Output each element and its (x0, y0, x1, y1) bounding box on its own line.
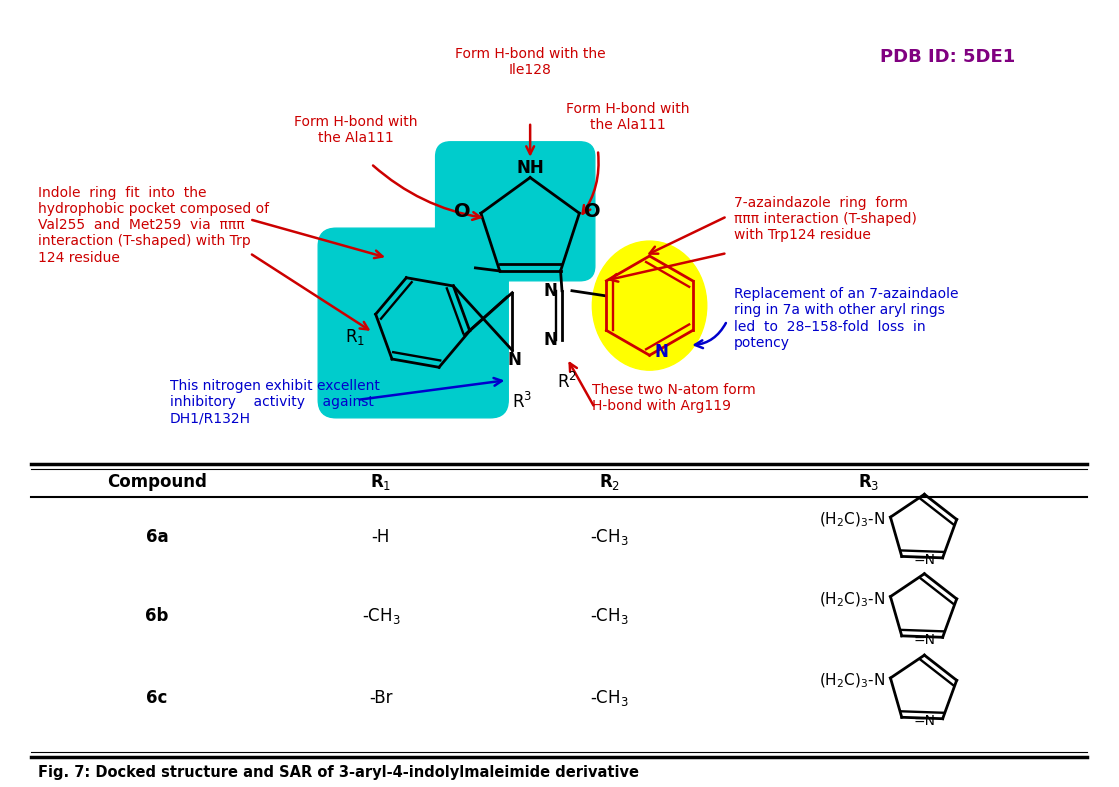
Text: =N: =N (914, 553, 935, 567)
Text: 6c: 6c (147, 689, 168, 707)
Text: N: N (655, 343, 668, 361)
Text: (H$_2$C)$_3$-N: (H$_2$C)$_3$-N (819, 672, 885, 690)
Text: R$^2$: R$^2$ (557, 372, 577, 392)
Text: 7-azaindazole  ring  form
πππ interaction (T-shaped)
with Trp124 residue: 7-azaindazole ring form πππ interaction … (734, 196, 916, 242)
Text: Compound: Compound (107, 473, 207, 491)
Text: Replacement of an 7-azaindaole
ring in 7a with other aryl rings
led  to  28–158-: Replacement of an 7-azaindaole ring in 7… (734, 287, 959, 350)
Text: These two N-atom form
H-bond with Arg119: These two N-atom form H-bond with Arg119 (592, 382, 755, 413)
Text: R$^3$: R$^3$ (513, 392, 533, 412)
Text: O: O (583, 201, 600, 221)
Text: -H: -H (372, 528, 391, 546)
Text: R$_1$: R$_1$ (370, 472, 392, 492)
Text: This nitrogen exhibit excellent
inhibitory    activity    against
DH1/R132H: This nitrogen exhibit excellent inhibito… (170, 379, 379, 425)
Text: Indole  ring  fit  into  the
hydrophobic pocket composed of
Val255  and  Met259 : Indole ring fit into the hydrophobic poc… (38, 186, 269, 264)
Text: -CH$_3$: -CH$_3$ (591, 688, 629, 708)
Text: =N: =N (914, 715, 935, 728)
Text: 6a: 6a (145, 528, 168, 546)
Text: -Br: -Br (369, 689, 393, 707)
Text: N: N (543, 331, 557, 349)
Text: N: N (507, 351, 521, 369)
Text: 6b: 6b (145, 608, 169, 626)
Text: R$_2$: R$_2$ (599, 472, 620, 492)
Text: N: N (543, 282, 557, 300)
Text: Fig. 7: Docked structure and SAR of 3-aryl-4-indolylmaleimide derivative: Fig. 7: Docked structure and SAR of 3-ar… (38, 765, 639, 780)
Text: Form H-bond with
the Ala111: Form H-bond with the Ala111 (294, 115, 417, 145)
Text: R$_3$: R$_3$ (858, 472, 880, 492)
Text: PDB ID: 5DE1: PDB ID: 5DE1 (881, 48, 1016, 66)
Text: =N: =N (914, 633, 935, 647)
Text: -CH$_3$: -CH$_3$ (591, 607, 629, 626)
Text: R$_1$: R$_1$ (345, 327, 365, 347)
Text: -CH$_3$: -CH$_3$ (591, 527, 629, 547)
Text: (H$_2$C)$_3$-N: (H$_2$C)$_3$-N (819, 590, 885, 609)
Text: NH: NH (516, 159, 544, 176)
Text: Form H-bond with the
Ile128: Form H-bond with the Ile128 (454, 47, 605, 77)
FancyBboxPatch shape (435, 142, 595, 281)
Text: (H$_2$C)$_3$-N: (H$_2$C)$_3$-N (819, 511, 885, 530)
Ellipse shape (592, 241, 707, 370)
Text: -CH$_3$: -CH$_3$ (361, 607, 401, 626)
FancyBboxPatch shape (318, 228, 508, 418)
Text: O: O (454, 201, 471, 221)
Text: Form H-bond with
the Ala111: Form H-bond with the Ala111 (566, 102, 689, 132)
